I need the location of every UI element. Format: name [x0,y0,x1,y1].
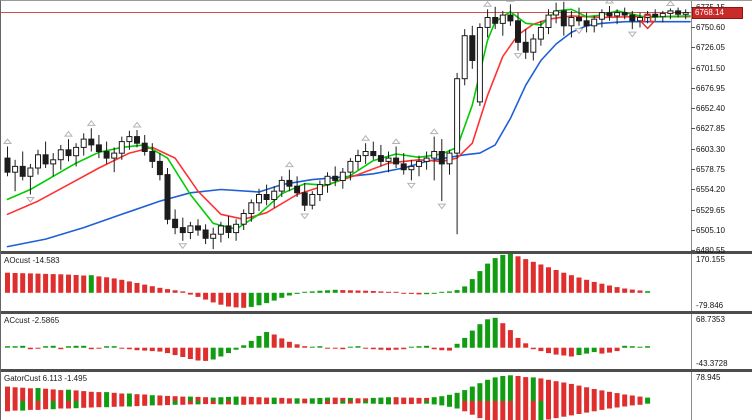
ma-line-blue [6,20,691,248]
price-axis-tick [691,169,695,170]
price-axis-tick [691,210,695,211]
price-axis-tick [691,88,695,89]
ao-scale-max: 170.155 [696,255,725,264]
gator-bars-up [5,375,651,401]
price-axis-label: 6652.40 [696,104,725,113]
ac-bars [5,317,651,361]
gator-bars-down [5,401,651,420]
price-axis-label: 6578.75 [696,165,725,174]
price-axis-label: 6505.10 [696,226,725,235]
indicator-label-gator: GatorCust 6.113 -1.495 [4,374,88,383]
price-axis-label: 6750.60 [696,23,725,32]
main-chart-canvas [1,1,691,250]
price-axis-label: 6726.05 [696,43,725,52]
gator-histogram-canvas [5,375,651,420]
price-axis-label: 6554.20 [696,185,725,194]
indicator-panel-ac[interactable]: ACcust -2.5865 68.7353 -43.3728 [1,314,752,369]
price-axis-tick [691,230,695,231]
window-separator[interactable] [1,251,752,254]
price-axis-tick [691,47,695,48]
indicator-panel-ao[interactable]: AOcust -14.583 170.155 -79.846 [1,254,752,311]
price-axis-tick [691,149,695,150]
sell-signal-icon [639,14,656,30]
fractal-arrows [2,1,675,250]
ao-scale-min: -79.846 [696,301,724,310]
current-price-tag: 6768.14 [692,7,743,19]
price-axis-label: 6529.65 [696,206,725,215]
gator-scale-max: 78.945 [696,373,721,382]
ac-scale-max: 68.7353 [696,315,725,324]
price-axis-tick [691,189,695,190]
window-separator[interactable] [1,369,752,372]
indicator-panel-gator[interactable]: GatorCust 6.113 -1.495 78.945 [1,372,752,420]
main-chart-area[interactable] [1,1,691,251]
price-axis-tick [691,68,695,69]
price-axis-tick [691,128,695,129]
price-axis-label: 6676.95 [696,84,725,93]
ao-histogram-canvas [5,254,651,308]
window-separator[interactable] [1,311,752,314]
price-axis-tick [691,27,695,28]
ao-bars [5,254,651,308]
price-axis-label: 6701.50 [696,64,725,73]
indicator-label-ao: AOcust -14.583 [4,256,60,265]
price-axis-label: 6603.30 [696,145,725,154]
ma-line-red [6,15,691,221]
price-axis-label: 6627.85 [696,124,725,133]
price-axis-tick [691,250,695,251]
ac-scale-min: -43.3728 [696,359,728,368]
price-axis-tick [691,108,695,109]
price-axis[interactable]: 6775.156750.606726.056701.506676.956652.… [691,1,752,255]
candles [4,1,689,250]
ac-histogram-canvas [5,317,651,361]
ma-lines [6,8,691,248]
indicator-label-ac: ACcust -2.5865 [4,316,60,325]
price-axis-label: 6480.55 [696,246,725,255]
ma-line-green [6,8,691,230]
